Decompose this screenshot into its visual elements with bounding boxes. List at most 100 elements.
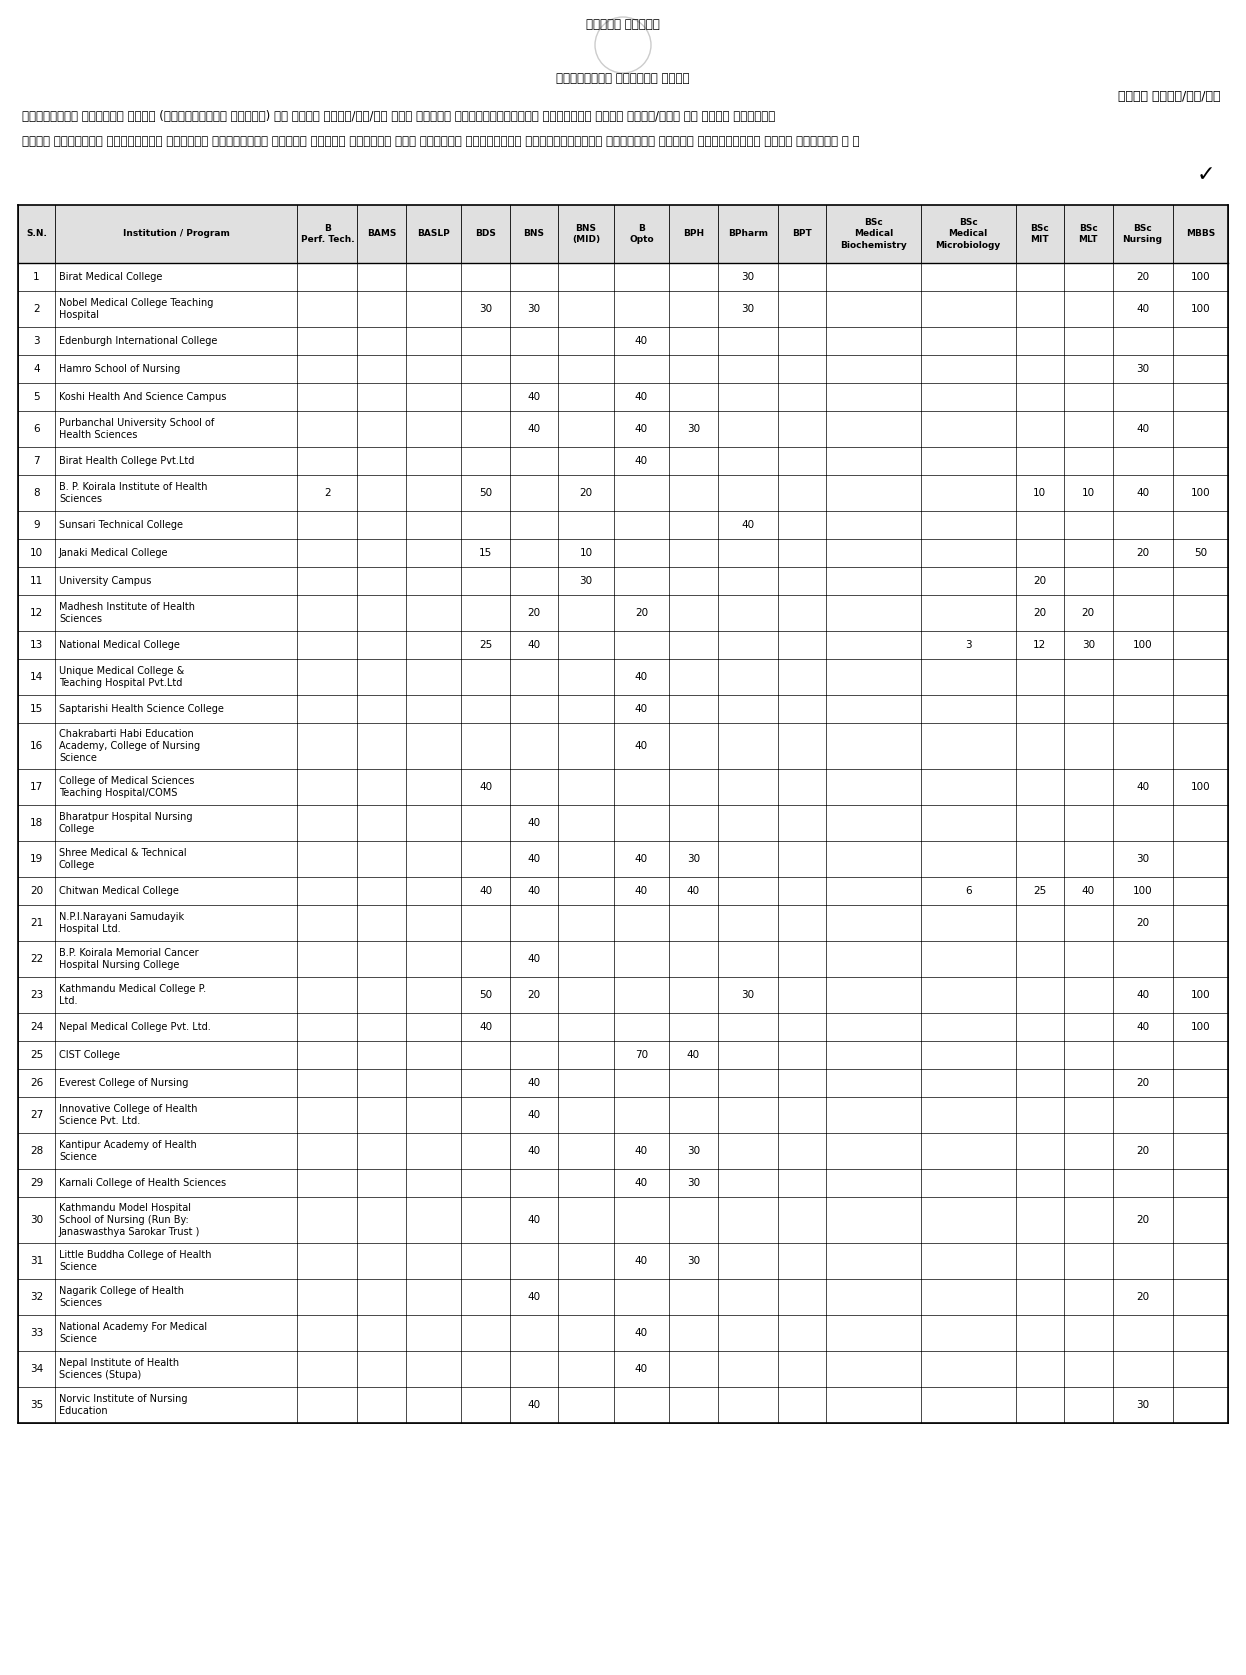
Text: 30: 30 (687, 1178, 700, 1188)
Text: 50: 50 (478, 487, 492, 497)
Text: 40: 40 (1136, 487, 1149, 497)
Text: 40: 40 (635, 392, 648, 402)
Text: Birat Medical College: Birat Medical College (59, 271, 162, 281)
Bar (17, 1198, 1229, 1243)
Text: Saptarishi Health Science College: Saptarishi Health Science College (59, 704, 224, 714)
Text: 40: 40 (635, 886, 648, 896)
Text: 40: 40 (478, 782, 492, 792)
Text: Nobel Medical College Teaching
Hospital: Nobel Medical College Teaching Hospital (59, 298, 213, 320)
Text: 20: 20 (1136, 271, 1149, 281)
Text: 14: 14 (30, 672, 44, 682)
Text: MBBS: MBBS (1186, 229, 1215, 238)
Bar (17, 1352, 1229, 1387)
Bar (17, 384, 1229, 410)
Text: 70: 70 (635, 1050, 648, 1060)
Text: National Academy For Medical
Science: National Academy For Medical Science (59, 1322, 207, 1343)
Text: 40: 40 (1136, 303, 1149, 313)
Text: 40: 40 (741, 519, 754, 529)
Text: 40: 40 (635, 1363, 648, 1373)
Text: 40: 40 (527, 424, 541, 434)
Text: 40: 40 (527, 886, 541, 896)
Text: 100: 100 (1133, 640, 1153, 650)
Text: 22: 22 (30, 955, 44, 965)
Text: 20: 20 (1136, 1146, 1149, 1156)
Text: 40: 40 (527, 1146, 541, 1156)
Bar (17, 658, 1229, 695)
Text: BSc
Medical
Biochemistry: BSc Medical Biochemistry (840, 218, 907, 250)
Text: 100: 100 (1190, 782, 1210, 792)
Text: BPH: BPH (683, 229, 704, 238)
Text: 10: 10 (30, 548, 44, 558)
Text: 34: 34 (30, 1363, 44, 1373)
Text: 100: 100 (1190, 303, 1210, 313)
Text: 12: 12 (30, 608, 44, 618)
Bar (17, 631, 1229, 658)
Text: 2: 2 (324, 487, 330, 497)
Text: 10: 10 (1033, 487, 1047, 497)
Bar (17, 327, 1229, 355)
Text: 20: 20 (1033, 608, 1047, 618)
Text: 40: 40 (527, 1214, 541, 1224)
Text: Sunsari Technical College: Sunsari Technical College (59, 519, 183, 529)
Text: BPharm: BPharm (728, 229, 768, 238)
Text: 10: 10 (1082, 487, 1095, 497)
Text: BSc
Medical
Microbiology: BSc Medical Microbiology (936, 218, 1001, 250)
Text: B
Opto: B Opto (629, 224, 654, 245)
Text: 26: 26 (30, 1079, 44, 1089)
Text: 40: 40 (635, 1178, 648, 1188)
Text: 40: 40 (478, 1022, 492, 1032)
Text: 100: 100 (1190, 990, 1210, 1000)
Bar (17, 1169, 1229, 1198)
Text: 3: 3 (964, 640, 972, 650)
Text: 40: 40 (635, 740, 648, 750)
Bar (17, 1069, 1229, 1097)
Bar (17, 511, 1229, 539)
Text: 40: 40 (1136, 424, 1149, 434)
Text: 100: 100 (1190, 1022, 1210, 1032)
Text: 32: 32 (30, 1291, 44, 1301)
Text: 20: 20 (1136, 1291, 1149, 1301)
Bar (17, 1097, 1229, 1132)
Bar (17, 724, 1229, 769)
Bar (17, 1280, 1229, 1315)
Text: 21: 21 (30, 918, 44, 928)
Text: BSc
Nursing: BSc Nursing (1123, 224, 1163, 245)
Text: 18: 18 (30, 817, 44, 827)
Text: 40: 40 (635, 1146, 648, 1156)
Text: 30: 30 (579, 576, 593, 586)
Text: CIST College: CIST College (59, 1050, 120, 1060)
Text: BSc
MLT: BSc MLT (1079, 224, 1098, 245)
Text: BAMS: BAMS (368, 229, 396, 238)
Bar (17, 769, 1229, 806)
Text: 40: 40 (635, 424, 648, 434)
Text: 35: 35 (30, 1400, 44, 1410)
Text: 27: 27 (30, 1111, 44, 1121)
Text: 40: 40 (527, 854, 541, 864)
Text: नेपाल सरकार: नेपाल सरकार (586, 18, 660, 32)
Text: 29: 29 (30, 1178, 44, 1188)
Text: N.P.I.Narayani Samudayik
Hospital Ltd.: N.P.I.Narayani Samudayik Hospital Ltd. (59, 911, 184, 935)
Text: College of Medical Sciences
Teaching Hospital/COMS: College of Medical Sciences Teaching Hos… (59, 776, 194, 797)
Text: BNS: BNS (523, 229, 545, 238)
Text: Birat Health College Pvt.Ltd: Birat Health College Pvt.Ltd (59, 456, 194, 466)
Text: Little Buddha College of Health
Science: Little Buddha College of Health Science (59, 1250, 212, 1271)
Text: Edenburgh International College: Edenburgh International College (59, 337, 217, 347)
Text: 30: 30 (1082, 640, 1095, 650)
Text: 13: 13 (30, 640, 44, 650)
Bar (17, 1013, 1229, 1040)
Text: 40: 40 (635, 854, 648, 864)
Text: 30: 30 (527, 303, 541, 313)
Bar (17, 806, 1229, 841)
Text: B
Perf. Tech.: B Perf. Tech. (300, 224, 354, 245)
Text: तहका विभिन्न विद्यामा शिक्षण संस्थागत रुपमा देहाय बमोजिम सिट संख्या निर्धारण समि: तहका विभिन्न विद्यामा शिक्षण संस्थागत रु… (22, 136, 860, 147)
Text: 1: 1 (34, 271, 40, 281)
Text: BNS
(MID): BNS (MID) (572, 224, 601, 245)
Text: 19: 19 (30, 854, 44, 864)
Bar (17, 878, 1229, 905)
Text: 25: 25 (30, 1050, 44, 1060)
Text: 20: 20 (1136, 1214, 1149, 1224)
Text: 50: 50 (478, 990, 492, 1000)
Bar (17, 476, 1229, 511)
Text: 50: 50 (1194, 548, 1207, 558)
Bar (17, 204, 1229, 263)
